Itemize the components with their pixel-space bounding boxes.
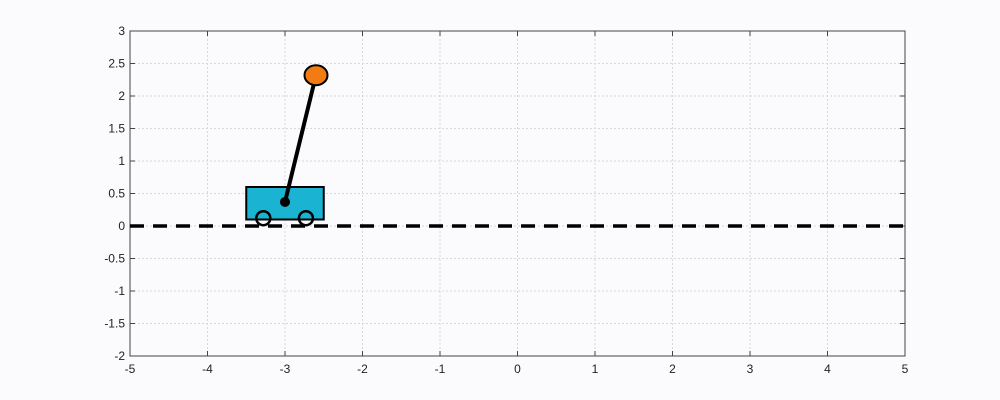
x-tick-labels: -5 -4 -3 -2 -1 0 1 2 3 4 5 — [125, 362, 909, 376]
y-tick-label: 2.5 — [108, 57, 125, 71]
pendulum-pivot — [280, 196, 290, 207]
x-tick-label: 1 — [592, 362, 599, 376]
x-tick-label: -4 — [202, 362, 213, 376]
x-tick-label: 4 — [824, 362, 831, 376]
x-tick-label: 0 — [514, 362, 521, 376]
y-tick-label: 1.5 — [108, 122, 125, 136]
y-tick-label: 2 — [118, 89, 125, 103]
y-tick-label: 3 — [118, 24, 125, 38]
y-tick-label: -2 — [114, 349, 125, 363]
y-tick-label: 1 — [118, 154, 125, 168]
x-tick-label: -1 — [435, 362, 446, 376]
x-tick-label: -3 — [280, 362, 291, 376]
y-tick-label: 0.5 — [108, 187, 125, 201]
pendulum-rod — [283, 73, 318, 204]
x-tick-label: 3 — [747, 362, 754, 376]
x-tick-label: 5 — [902, 362, 909, 376]
x-tick-label: -5 — [125, 362, 136, 376]
y-tick-label: 0 — [118, 219, 125, 233]
pendulum-bob — [303, 64, 329, 87]
cart-wheel — [255, 209, 272, 227]
y-tick-label: -1 — [114, 284, 125, 298]
cart-wheel — [297, 209, 315, 227]
cart-wheels — [255, 209, 315, 227]
x-tick-label: 2 — [669, 362, 676, 376]
y-tick-label: -0.5 — [104, 252, 125, 266]
y-tick-labels: -2 -1.5 -1 -0.5 0 0.5 1 1.5 2 2.5 3 — [104, 24, 125, 363]
y-tick-label: -1.5 — [104, 317, 125, 331]
x-tick-label: -2 — [357, 362, 368, 376]
